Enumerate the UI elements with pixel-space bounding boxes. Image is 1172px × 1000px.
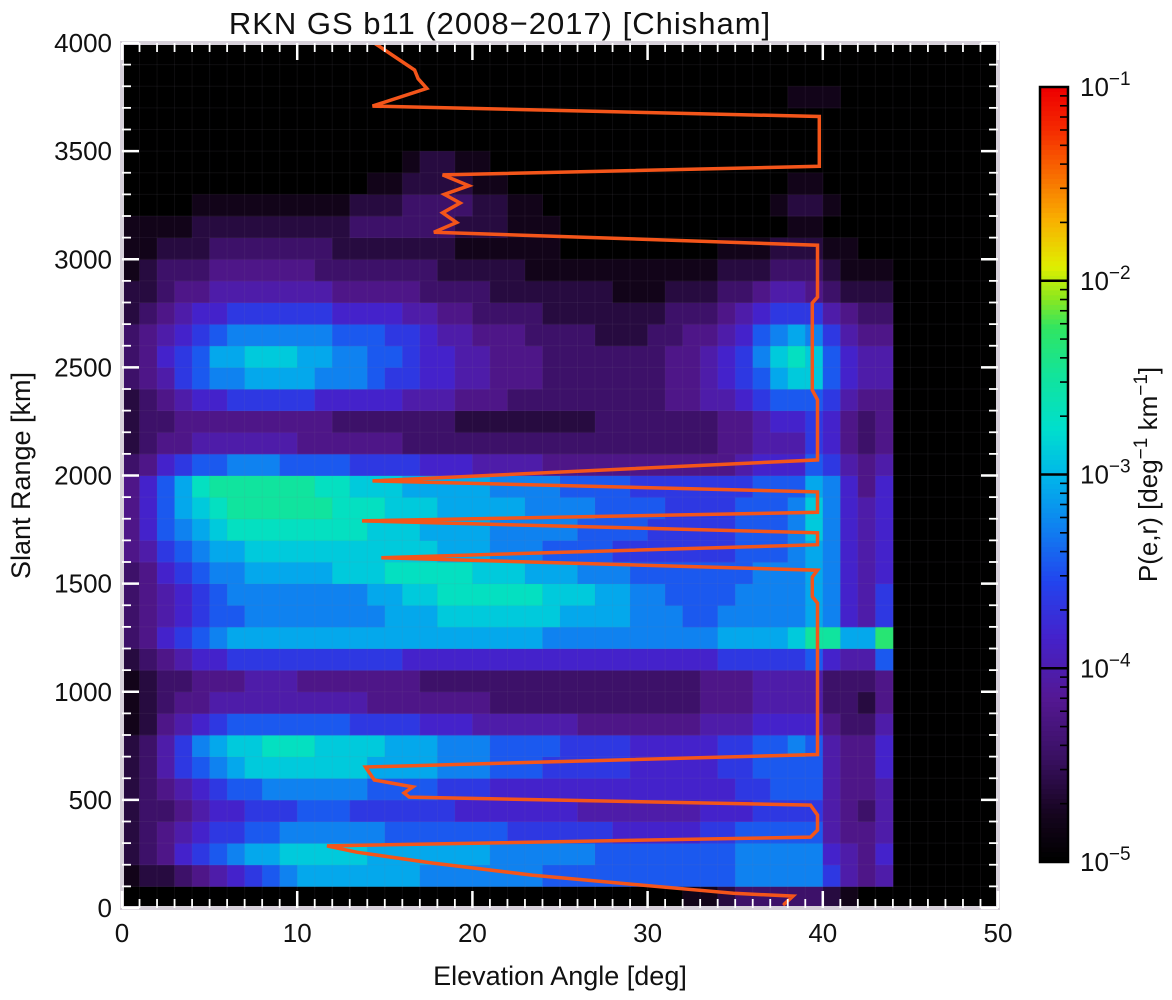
y-tick-label: 3500 (54, 136, 112, 166)
y-axis-title: Slant Range [km] (6, 372, 36, 579)
y-tick-label: 500 (69, 785, 112, 815)
y-tick-label: 0 (98, 893, 112, 923)
x-tick-label: 0 (115, 918, 129, 948)
colorbar-tick-label: 10−5 (1080, 844, 1131, 877)
x-tick-label: 40 (808, 918, 837, 948)
x-tick-label: 10 (283, 918, 312, 948)
heatmap-cells (122, 86, 894, 909)
y-tick-label: 1500 (54, 569, 112, 599)
y-tick-label: 1000 (54, 677, 112, 707)
colorbar-title: P(e,r) [deg−1 km−1] (1131, 367, 1163, 582)
x-axis-title: Elevation Angle [deg] (433, 961, 687, 991)
y-tick-label: 2000 (54, 461, 112, 491)
axis-ticks (120, 41, 1000, 910)
overlay-model-curve (326, 41, 822, 906)
colorbar-tick-label: 10−3 (1080, 457, 1131, 490)
x-tick-label: 30 (633, 918, 662, 948)
colorbar: 10−1 10−2 10−3 10−4 10−5 (1038, 69, 1131, 877)
chart-title: RKN GS b11 (2008−2017) [Chisham] (228, 6, 772, 41)
y-tick-label: 3000 (54, 244, 112, 274)
colorbar-tick-label: 10−1 (1080, 69, 1131, 102)
bin-grid-lines (122, 43, 998, 908)
y-tick-label: 2500 (54, 352, 112, 382)
x-tick-label: 20 (458, 918, 487, 948)
colorbar-frame (1038, 85, 1070, 864)
x-tick-label: 50 (984, 918, 1013, 948)
colorbar-tick-label: 10−4 (1080, 650, 1131, 683)
colorbar-tick-label: 10−2 (1080, 263, 1131, 296)
y-tick-label: 4000 (54, 28, 112, 58)
tick-labels: 0 10 20 30 40 5005001000150020002500300035004… (54, 28, 1012, 948)
